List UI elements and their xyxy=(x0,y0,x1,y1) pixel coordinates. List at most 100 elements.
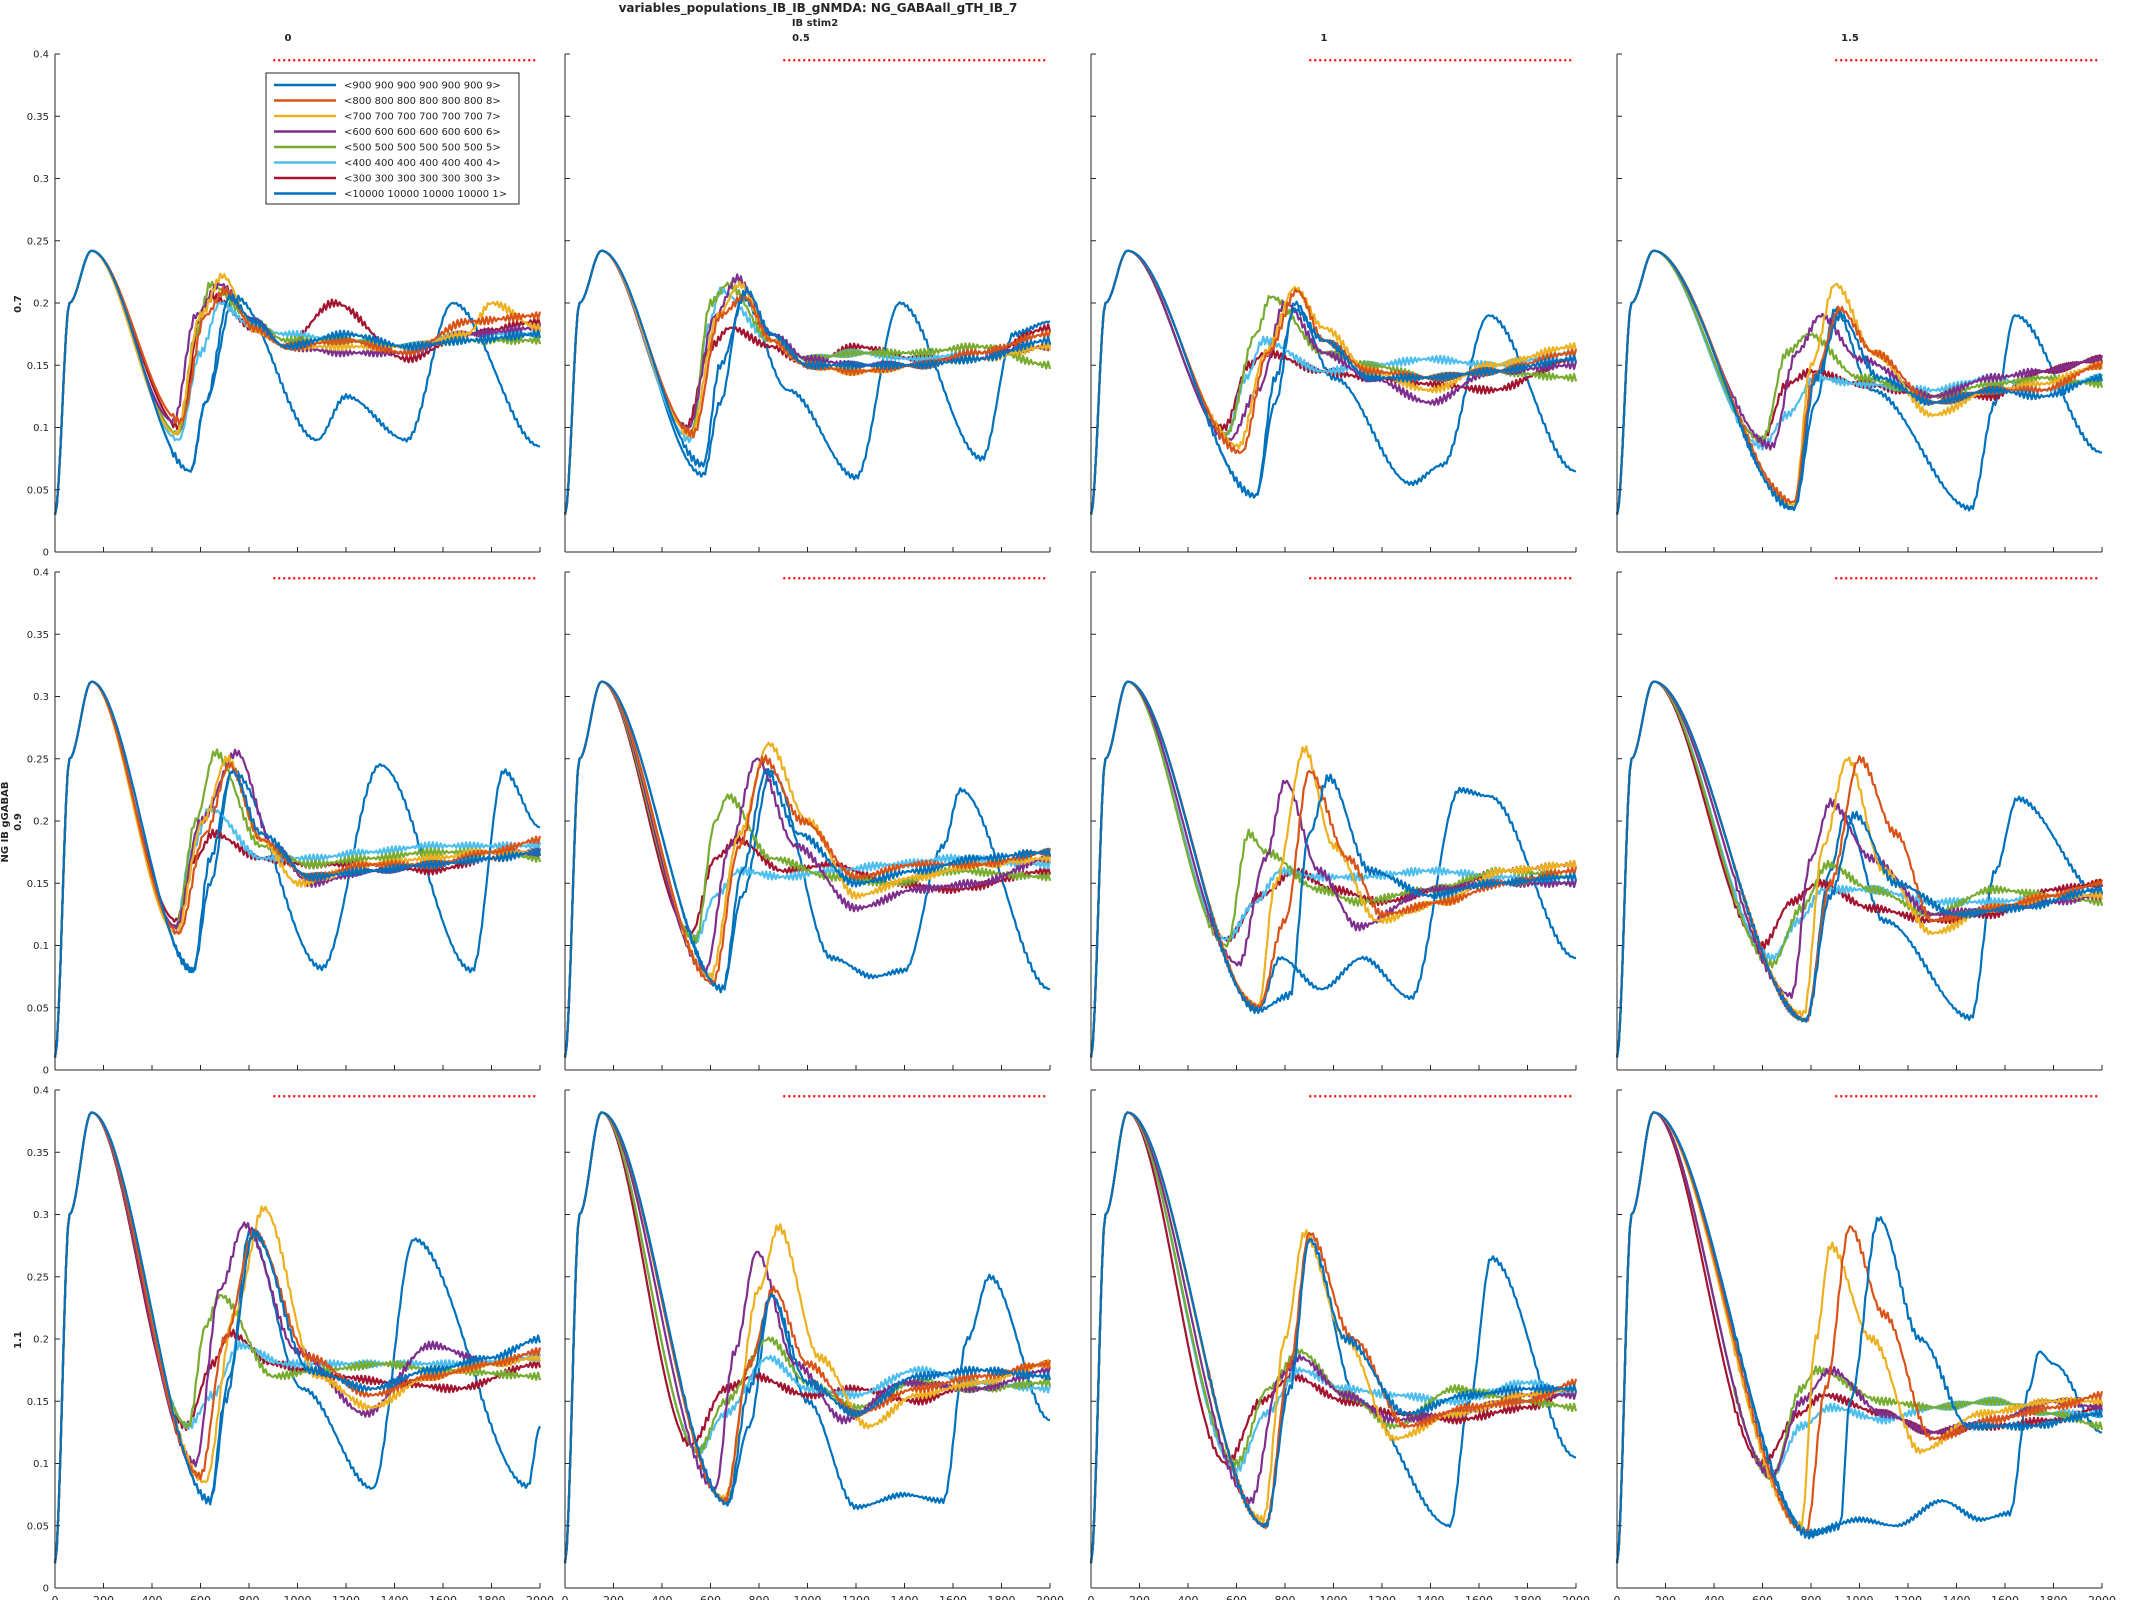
x-tick-label: 1000 xyxy=(794,1594,822,1600)
series-line-6 xyxy=(563,249,1052,515)
series-line-4 xyxy=(53,249,542,515)
y-tick-label: 0 xyxy=(43,548,49,559)
legend: <900 900 900 900 900 900 9> <800 800 800 … xyxy=(265,72,520,205)
series-line-5 xyxy=(53,249,542,515)
series-line-3 xyxy=(1089,680,1578,1058)
y-tick-label: 0.15 xyxy=(27,361,49,372)
x-tick-label: 2000 xyxy=(526,1594,554,1600)
series-line-3 xyxy=(563,1111,1052,1564)
x-tick-label: 600 xyxy=(700,1594,721,1600)
series-line-6 xyxy=(53,249,542,515)
panel-r0.9-c1.5 xyxy=(1615,571,2104,1071)
x-tick-label: 1400 xyxy=(1943,1594,1971,1600)
x-tick-label: 0 xyxy=(562,1594,569,1600)
x-tick-label: 1400 xyxy=(381,1594,409,1600)
y-tick-label: 0.3 xyxy=(33,692,49,703)
x-tick-label: 1600 xyxy=(429,1594,457,1600)
row-header: 1.1 xyxy=(13,1331,24,1349)
series-line-2 xyxy=(1615,1111,2104,1564)
x-tick-label: 400 xyxy=(652,1594,673,1600)
y-tick-label: 0.1 xyxy=(33,1459,49,1470)
y-tick-label: 0 xyxy=(43,1584,49,1595)
x-tick-label: 1600 xyxy=(939,1594,967,1600)
series-line-4 xyxy=(53,1111,542,1564)
series-line-1 xyxy=(53,1111,542,1564)
x-tick-label: 2000 xyxy=(2088,1594,2116,1600)
x-tick-label: 1600 xyxy=(1991,1594,2019,1600)
x-tick-label: 200 xyxy=(93,1594,114,1600)
x-tick-label: 600 xyxy=(1226,1594,1247,1600)
legend-label: <300 300 300 300 300 300 3> xyxy=(344,174,501,185)
x-tick-label: 1000 xyxy=(1320,1594,1348,1600)
series-line-8 xyxy=(563,1111,1051,1564)
series-line-4 xyxy=(1615,1111,2104,1564)
y-tick-label: 0.05 xyxy=(27,485,49,496)
series-line-4 xyxy=(563,680,1052,1058)
legend-label: <400 400 400 400 400 400 4> xyxy=(344,158,501,169)
series-line-1 xyxy=(1089,680,1578,1058)
legend-label: <900 900 900 900 900 900 9> xyxy=(344,81,501,92)
series-line-4 xyxy=(563,249,1052,515)
series-line-8 xyxy=(53,1111,542,1564)
panel-grid: 0 0.05 0.1 0.15 0.2 0.25 0.3 0.35 0.4 0 0.05 0.1 0.1… xyxy=(13,33,2116,1600)
column-header: 0 xyxy=(285,33,292,44)
x-tick-label: 1000 xyxy=(1846,1594,1874,1600)
y-tick-label: 0.4 xyxy=(33,50,49,61)
series-line-3 xyxy=(53,249,542,515)
x-tick-label: 200 xyxy=(1129,1594,1150,1600)
x-tick-label: 1200 xyxy=(842,1594,870,1600)
y-tick-label: 0.2 xyxy=(33,299,49,310)
series-line-6 xyxy=(1089,249,1578,515)
x-tick-label: 1000 xyxy=(284,1594,312,1600)
series-line-1 xyxy=(563,249,1052,515)
panel-r1.1-c1: 0 200 400 600 800 1000 1200 1400 1600 1800 2000 xyxy=(1088,1089,1590,1600)
series-line-2 xyxy=(1089,249,1578,515)
series-line-1 xyxy=(563,1111,1052,1564)
y-tick-label: 0 xyxy=(43,1066,49,1077)
series-line-1 xyxy=(1615,1111,2104,1564)
x-tick-label: 1600 xyxy=(1465,1594,1493,1600)
series-line-1 xyxy=(53,680,542,1058)
x-tick-label: 1200 xyxy=(1894,1594,1922,1600)
x-tick-label: 1800 xyxy=(988,1594,1016,1600)
column-header: 1 xyxy=(1321,33,1328,44)
series-line-1 xyxy=(1615,249,2104,515)
y-tick-label: 0.25 xyxy=(27,1272,49,1283)
x-tick-label: 600 xyxy=(1752,1594,1773,1600)
panel-r0.7-c0: 0 0.05 0.1 0.15 0.2 0.25 0.3 0.35 0.4 xyxy=(27,50,542,559)
x-tick-label: 600 xyxy=(190,1594,211,1600)
legend-box xyxy=(265,72,520,205)
x-tick-label: 1200 xyxy=(1368,1594,1396,1600)
x-tick-label: 200 xyxy=(1655,1594,1676,1600)
x-tick-label: 1400 xyxy=(891,1594,919,1600)
series-line-7 xyxy=(563,249,1052,515)
series-line-8 xyxy=(1615,1111,2103,1564)
legend-label: <800 800 800 800 800 800 8> xyxy=(344,96,501,107)
panel-r0.7-c1 xyxy=(1089,53,1578,553)
x-tick-label: 400 xyxy=(1704,1594,1725,1600)
series-line-5 xyxy=(563,1111,1052,1564)
x-tick-label: 800 xyxy=(1801,1594,1822,1600)
series-line-5 xyxy=(1089,249,1578,515)
x-tick-label: 2000 xyxy=(1036,1594,1064,1600)
y-tick-label: 0.25 xyxy=(27,236,49,247)
x-tick-label: 800 xyxy=(239,1594,260,1600)
y-tick-label: 0.05 xyxy=(27,1521,49,1532)
series-line-6 xyxy=(53,1111,542,1564)
series-line-2 xyxy=(563,1111,1052,1564)
panel-r0.7-c1.5 xyxy=(1615,53,2104,553)
y-tick-label: 0.25 xyxy=(27,754,49,765)
y-tick-label: 0.15 xyxy=(27,1397,49,1408)
figure-title: variables_populations_IB_IB_gNMDA: NG_GA… xyxy=(619,1,1018,16)
y-tick-label: 0.3 xyxy=(33,174,49,185)
x-tick-label: 1800 xyxy=(2040,1594,2068,1600)
series-line-4 xyxy=(1615,680,2104,1058)
column-axis-title: IB stim2 xyxy=(792,18,838,29)
column-header: 1.5 xyxy=(1841,33,1859,44)
row-axis-title: NG IB gGABAB xyxy=(0,782,11,863)
x-tick-label: 1800 xyxy=(478,1594,506,1600)
y-tick-label: 0.15 xyxy=(27,879,49,890)
panel-r1.1-c0: 0 0.05 0.1 0.15 0.2 0.25 0.3 0.35 0.4 0 200 400 600 8… xyxy=(27,1086,554,1600)
series-line-3 xyxy=(563,249,1052,515)
panel-r1.1-c0.5: 0 200 400 600 800 1000 1200 1400 1600 1800 2000 xyxy=(562,1089,1064,1600)
